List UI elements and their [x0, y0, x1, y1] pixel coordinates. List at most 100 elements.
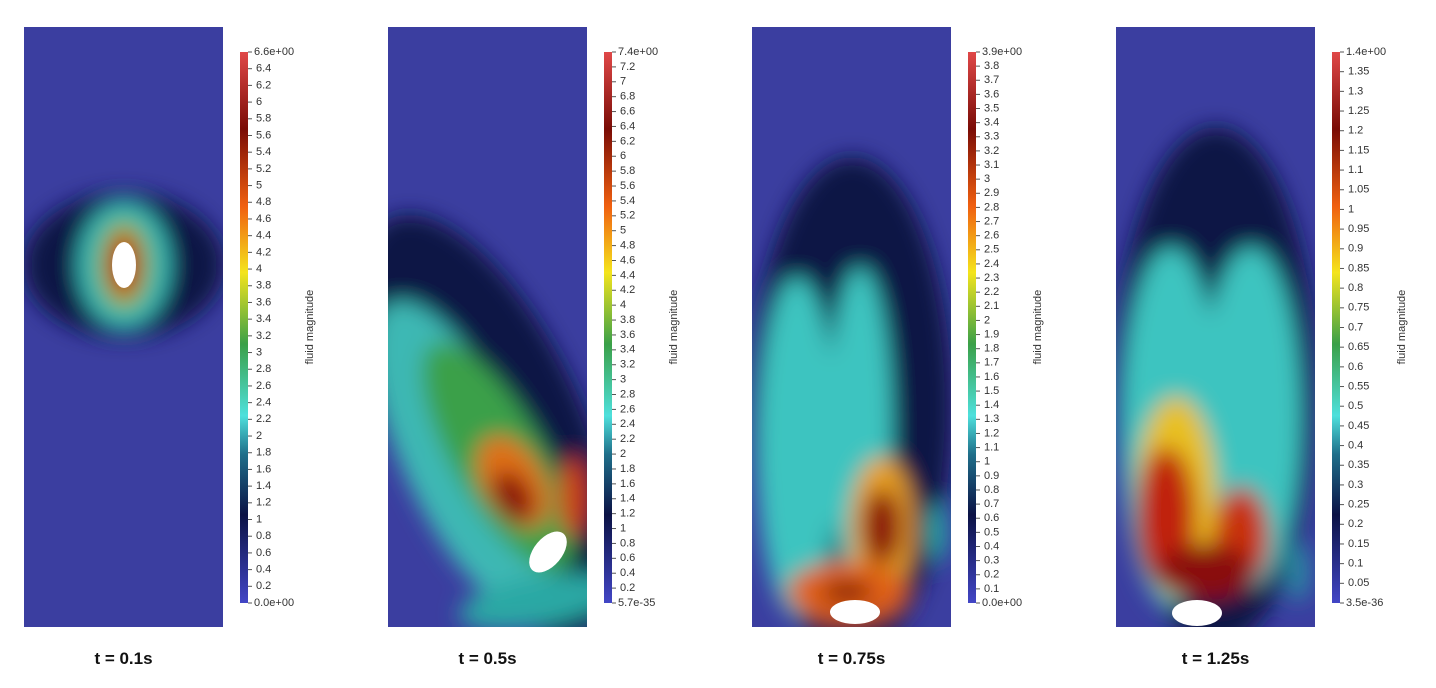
field-blob: [459, 573, 587, 627]
tick-label: 0.4: [256, 564, 271, 576]
tick-label: 0.8: [256, 530, 271, 542]
tick-label: 1.05: [1348, 184, 1369, 196]
tick-label: 3.6: [256, 296, 271, 308]
tick-label: 1.2: [256, 497, 271, 509]
tick-label: 4.8: [620, 240, 635, 252]
tick-label: 2.2: [256, 413, 271, 425]
tick-label: 3.8: [984, 60, 999, 72]
tick-label: 4.4: [620, 269, 635, 281]
caption: t = 0.75s: [818, 649, 886, 668]
range-label: 3.9e+00: [982, 46, 1022, 58]
solid-body: [529, 531, 567, 573]
tick-label: 5.8: [256, 113, 271, 125]
tick-label: 1.1: [1348, 164, 1363, 176]
tick-label: 3.2: [620, 359, 635, 371]
tick-label: 1.5: [984, 385, 999, 397]
tick-label: 2.6: [256, 380, 271, 392]
caption: t = 0.5s: [458, 649, 516, 668]
tick-label: 0.45: [1348, 420, 1369, 432]
tick-label: 3: [620, 374, 626, 386]
tick-label: 2: [256, 430, 262, 442]
tick-label: 1.1: [984, 441, 999, 453]
tick-label: 0.2: [1348, 518, 1363, 530]
tick-label: 0.3: [984, 555, 999, 567]
tick-label: 0.2: [620, 582, 635, 594]
tick-label: 6: [620, 150, 626, 162]
field-blob: [1156, 544, 1256, 600]
tick-label: 4.6: [256, 213, 271, 225]
tick-label: 1.2: [620, 508, 635, 520]
tick-label: 1: [984, 456, 990, 468]
tick-label: 2.6: [984, 230, 999, 242]
tick-label: 2.4: [984, 258, 999, 270]
tick-label: 1: [1348, 203, 1354, 215]
field-blob: [492, 471, 534, 523]
tick-label: 0.1: [1348, 558, 1363, 570]
range-label: 3.5e-36: [1346, 597, 1383, 609]
tick-label: 4.2: [256, 246, 271, 258]
tick-label: 3: [256, 346, 262, 358]
tick-label: 5.2: [256, 163, 271, 175]
tick-label: 1.4: [256, 480, 271, 492]
tick-label: 3: [984, 173, 990, 185]
colorbar-title: fluid magnitude: [304, 290, 316, 365]
tick-label: 0.15: [1348, 538, 1369, 550]
tick-label: 1.3: [1348, 85, 1363, 97]
field-blob: [822, 582, 872, 602]
tick-label: 2: [984, 314, 990, 326]
colorbar: [604, 52, 612, 603]
tick-label: 1.8: [984, 343, 999, 355]
tick-label: 3.2: [984, 145, 999, 157]
tick-label: 3.7: [984, 74, 999, 86]
tick-label: 0.5: [984, 526, 999, 538]
tick-label: 7: [620, 76, 626, 88]
tick-label: 5: [620, 225, 626, 237]
tick-label: 2.7: [984, 215, 999, 227]
tick-label: 0.95: [1348, 223, 1369, 235]
tick-label: 2.2: [984, 286, 999, 298]
tick-label: 0.6: [620, 552, 635, 564]
field-blob: [559, 457, 587, 537]
tick-label: 4: [620, 299, 626, 311]
tick-label: 0.6: [984, 512, 999, 524]
tick-label: 1.35: [1348, 66, 1369, 78]
tick-label: 1: [620, 522, 626, 534]
tick-label: 0.4: [620, 567, 635, 579]
tick-label: 0.5: [1348, 400, 1363, 412]
tick-label: 5.2: [620, 210, 635, 222]
tick-label: 3.4: [620, 344, 635, 356]
tick-label: 3.4: [256, 313, 271, 325]
solid-body: [830, 600, 880, 624]
tick-label: 2.3: [984, 272, 999, 284]
tick-label: 0.8: [1348, 282, 1363, 294]
tick-label: 0.2: [256, 580, 271, 592]
tick-label: 0.55: [1348, 380, 1369, 392]
tick-label: 2.4: [256, 397, 271, 409]
tick-label: 1.2: [1348, 125, 1363, 137]
tick-label: 2.9: [984, 187, 999, 199]
colorbar: [240, 52, 248, 603]
panel: t = 0.1s 0.0e+00 6.6e+00 0.2 0.4 0.6 0.8 1 1.2 1.…: [24, 27, 316, 668]
tick-label: 1.8: [256, 447, 271, 459]
tick-label: 4.2: [620, 284, 635, 296]
panel: t = 1.25s 3.5e-36 1.4e+00 0.05 0.1 0.15 0.2 0.2…: [1116, 27, 1408, 668]
range-label: 7.4e+00: [618, 46, 658, 58]
tick-label: 6: [256, 96, 262, 108]
caption: t = 1.25s: [1182, 649, 1250, 668]
tick-label: 6.4: [620, 120, 635, 132]
tick-label: 0.4: [1348, 439, 1363, 451]
tick-label: 1.25: [1348, 105, 1369, 117]
tick-label: 1.6: [984, 371, 999, 383]
tick-label: 6.6: [620, 105, 635, 117]
tick-label: 5.6: [620, 180, 635, 192]
range-label: 5.7e-35: [618, 597, 655, 609]
tick-label: 1.6: [256, 463, 271, 475]
tick-label: 0.6: [256, 547, 271, 559]
tick-label: 1: [256, 513, 262, 525]
colorbar: [968, 52, 976, 603]
panel: t = 0.5s 5.7e-35 7.4e+00 0.2 0.4 0.6 0.8 1 1.2 1.…: [388, 27, 680, 668]
tick-label: 2.4: [620, 418, 635, 430]
tick-label: 0.9: [1348, 243, 1363, 255]
tick-label: 0.1: [984, 583, 999, 595]
tick-label: 2.8: [620, 388, 635, 400]
